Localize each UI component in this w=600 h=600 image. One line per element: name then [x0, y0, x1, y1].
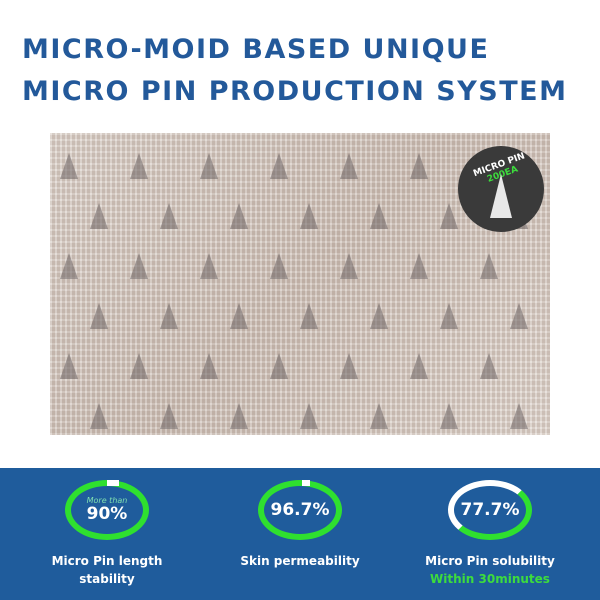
- micro-pin: [370, 403, 388, 429]
- stat-label: Micro Pin solubility: [425, 554, 555, 568]
- micro-pin: [410, 253, 428, 279]
- micro-pin: [340, 153, 358, 179]
- micro-pin: [60, 253, 78, 279]
- progress-ring: 77.7%: [448, 480, 532, 540]
- micro-pin: [510, 403, 528, 429]
- headline-line-1: MICRO-MOID BASED UNIQUE: [22, 34, 490, 65]
- micro-pin: [300, 203, 318, 229]
- micro-pin: [90, 203, 108, 229]
- micro-pin: [200, 253, 218, 279]
- pin-icon: [490, 174, 512, 218]
- micro-pin: [300, 403, 318, 429]
- progress-ring: More than 90%: [65, 480, 149, 540]
- micro-pin: [440, 303, 458, 329]
- stat-note: Within 30minutes: [430, 572, 550, 586]
- micro-pin: [440, 403, 458, 429]
- stat-label: Skin permeability: [240, 554, 360, 568]
- micro-pin: [270, 353, 288, 379]
- stat-prefix: More than: [86, 496, 128, 505]
- micro-pin: [370, 303, 388, 329]
- micro-pin: [270, 153, 288, 179]
- micro-pin: [480, 353, 498, 379]
- stat-skin-permeability: 96.7% Skin permeability: [200, 480, 400, 570]
- stat-value: 90%: [86, 504, 128, 524]
- micro-pin: [90, 403, 108, 429]
- progress-ring: 96.7%: [258, 480, 342, 540]
- micro-pin: [410, 353, 428, 379]
- stat-value: 77.7%: [460, 499, 520, 520]
- micro-pin: [300, 303, 318, 329]
- micro-pin: [510, 303, 528, 329]
- micro-pin-badge: MICRO PIN 200EA: [458, 146, 544, 232]
- stat-label-2: stability: [79, 572, 135, 586]
- micro-pin: [230, 303, 248, 329]
- stat-label: Micro Pin length: [51, 554, 163, 568]
- stats-band: More than 90% Micro Pin length stability …: [0, 468, 600, 600]
- micro-pin: [440, 203, 458, 229]
- micro-pin: [410, 153, 428, 179]
- micro-pin: [130, 253, 148, 279]
- micro-pin: [200, 153, 218, 179]
- micro-pin: [340, 353, 358, 379]
- micro-pin: [160, 303, 178, 329]
- micro-pin: [130, 153, 148, 179]
- micro-pin: [160, 203, 178, 229]
- micro-pin: [130, 353, 148, 379]
- micro-pin: [90, 303, 108, 329]
- micro-pin: [230, 203, 248, 229]
- micro-pin: [60, 153, 78, 179]
- micro-pin: [270, 253, 288, 279]
- stat-length-stability: More than 90% Micro Pin length stability: [7, 480, 207, 588]
- micro-pin: [370, 203, 388, 229]
- micro-pin: [230, 403, 248, 429]
- micro-pin: [480, 253, 498, 279]
- micro-pin: [160, 403, 178, 429]
- micro-pin: [200, 353, 218, 379]
- stat-solubility: 77.7% Micro Pin solubility Within 30minut…: [390, 480, 590, 588]
- stat-value: 96.7%: [270, 499, 330, 520]
- headline-line-2: MICRO PIN PRODUCTION SYSTEM: [22, 76, 568, 107]
- micro-pin: [340, 253, 358, 279]
- micro-pin: [60, 353, 78, 379]
